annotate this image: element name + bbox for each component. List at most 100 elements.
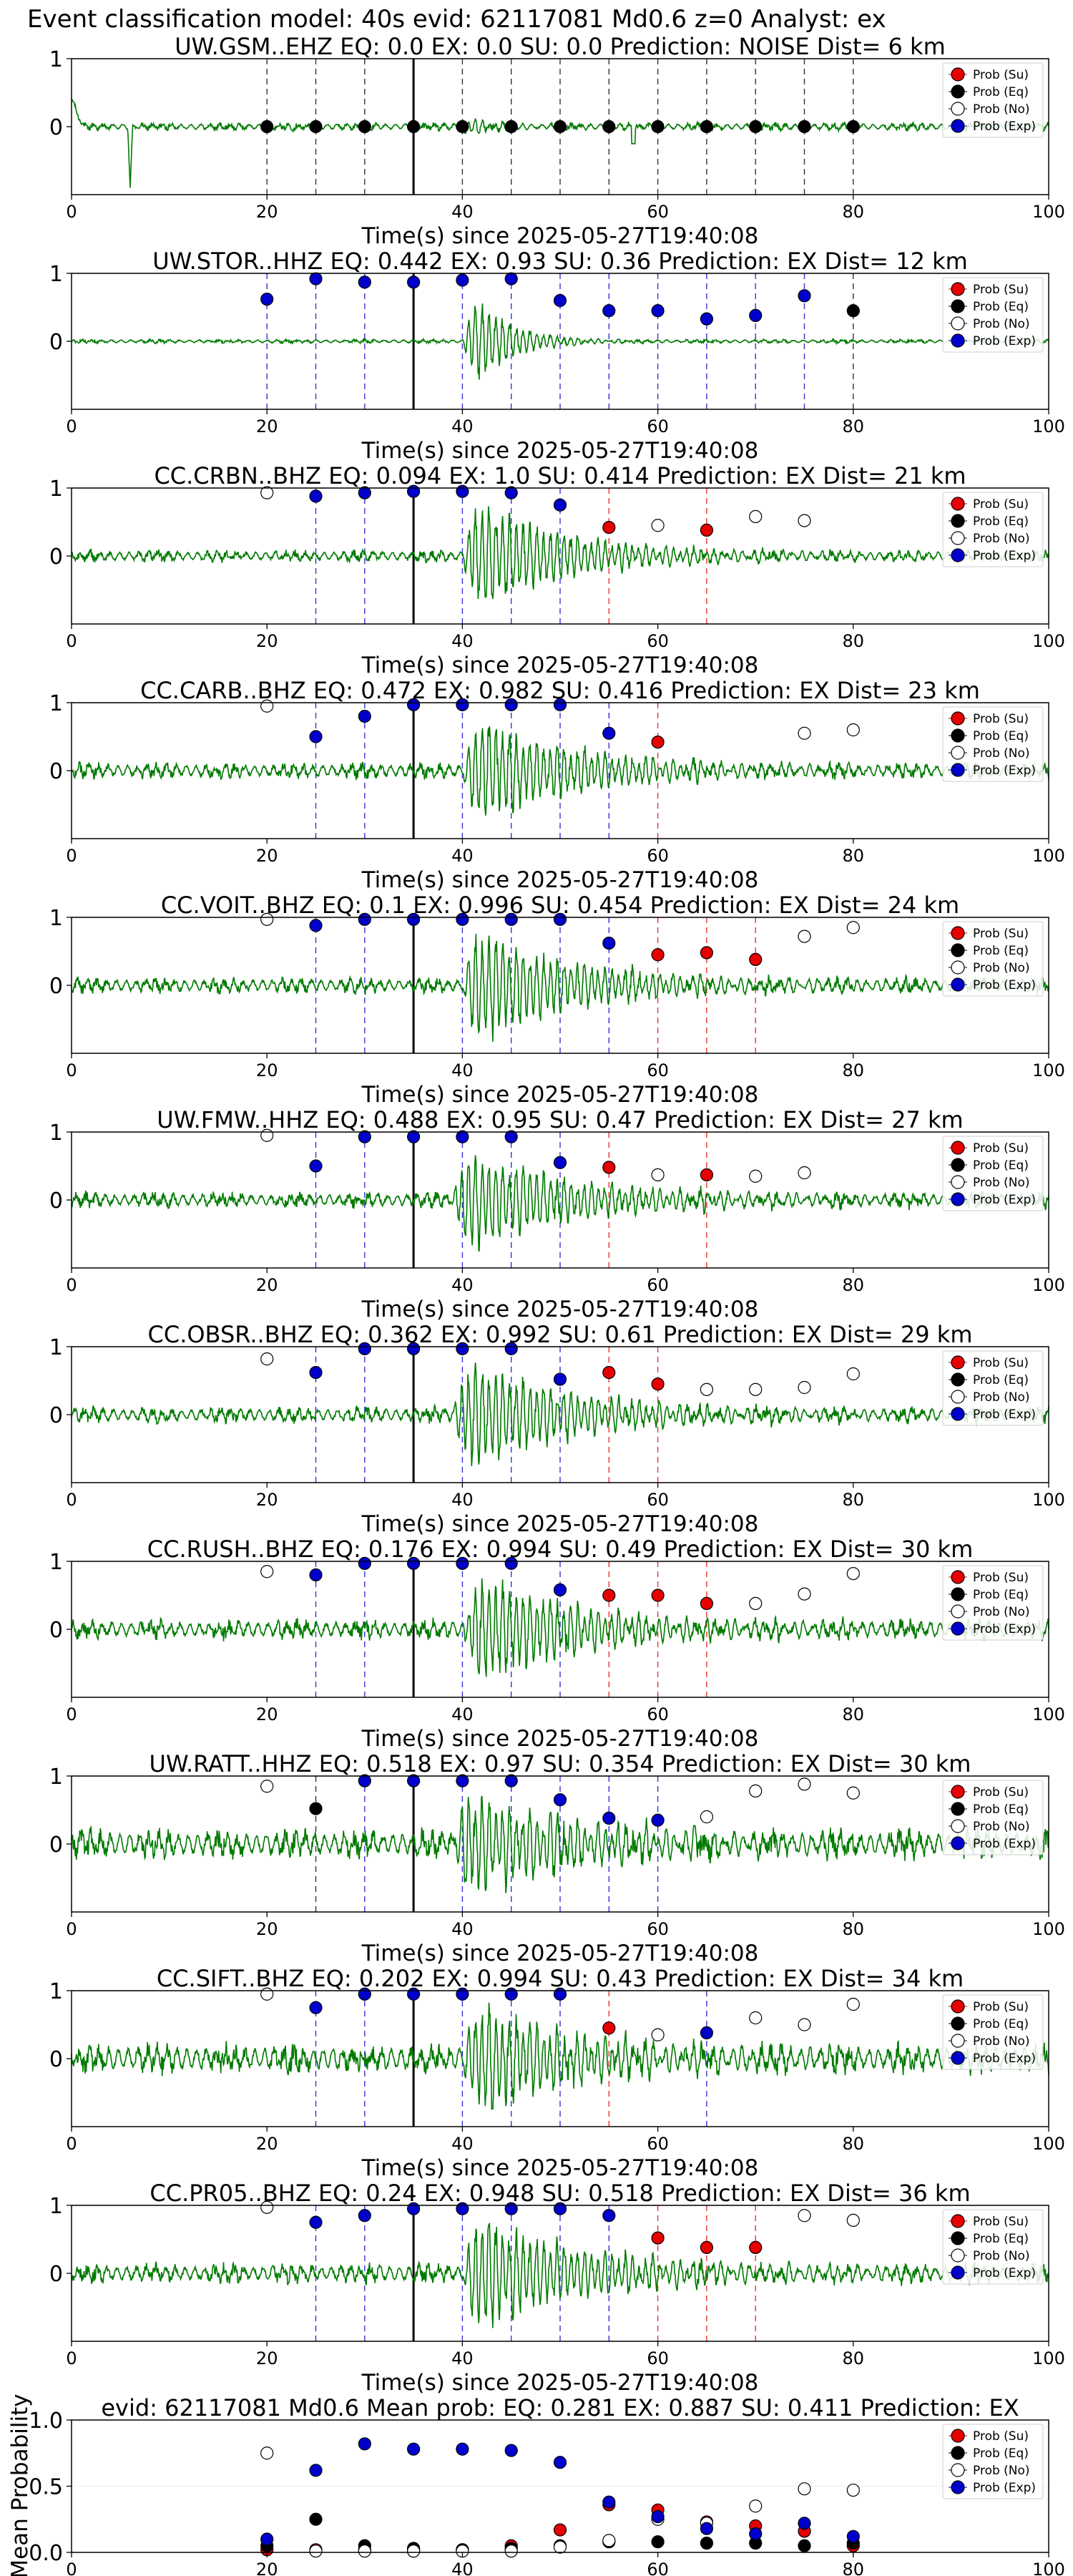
legend-label-no: Prob (No) [973,746,1030,761]
prob-point-eq [504,119,518,134]
legend-marker-exp [951,2480,965,2494]
x-tick-label: 0 [66,631,77,651]
y-tick-label: 1 [49,1550,63,1575]
prob-point-exp [553,1793,567,1807]
x-tick-label: 0 [66,1919,77,1939]
prob-point-exp [260,293,274,306]
prob-point-no [846,1997,860,2011]
prob-point-no [798,726,811,740]
trace-panel-4: CC.VOIT..BHZ EQ: 0.1 EX: 0.996 SU: 0.454… [49,892,1065,1108]
x-axis-label: Time(s) since 2025-05-27T19:40:08 [361,1082,759,1108]
panel-title: UW.RATT..HHZ EQ: 0.518 EX: 0.97 SU: 0.35… [150,1750,971,1777]
legend-box [942,1780,1044,1855]
x-tick-label: 20 [256,2134,278,2154]
x-tick-label: 40 [451,202,474,222]
y-tick-label: 0 [49,330,63,355]
x-tick-label: 40 [451,846,474,866]
y-tick-label: 0 [49,2262,63,2287]
legend-marker-no [951,2463,965,2477]
x-tick-label: 0 [66,1490,77,1510]
y-tick-label: 0 [49,545,63,570]
legend-marker-su [951,497,965,511]
prob-point-eq [846,119,860,134]
panel-title: CC.CRBN..BHZ EQ: 0.094 EX: 1.0 SU: 0.414… [154,462,966,489]
prob-point-exp [456,484,469,498]
legend-label-eq: Prob (Eq) [973,85,1029,99]
x-tick-label: 40 [451,416,474,436]
mean-point-no [358,2545,371,2558]
y-tick-label: 0 [49,759,63,784]
y-tick-label: 0 [49,1833,63,1858]
mean-point-no [749,2499,763,2513]
prob-point-eq [406,119,421,134]
y-tick-label: 0 [49,1618,63,1643]
prob-point-exp [406,275,421,289]
prob-point-exp [504,912,518,926]
trace-panel-0: UW.GSM..EHZ EQ: 0.0 EX: 0.0 SU: 0.0 Pred… [49,33,1065,249]
mean-point-eq [309,2512,323,2526]
prob-point-no [798,514,811,527]
prob-point-no [651,2028,665,2041]
prob-point-exp [406,484,421,498]
y-tick-label: 1 [49,1121,63,1146]
legend-marker-no [951,1604,965,1619]
prob-point-no [260,699,274,713]
legend-box [942,2209,1044,2285]
prob-point-su [700,1596,714,1610]
legend-marker-eq [951,2231,965,2245]
y-tick-label: 0 [49,115,63,140]
legend-marker-no [951,316,965,331]
prob-point-exp [358,2209,371,2223]
prob-point-no [260,1352,274,1366]
mean-point-exp [798,2517,811,2530]
x-tick-label: 40 [451,2560,474,2576]
x-tick-label: 80 [843,631,865,651]
legend-marker-su [951,67,965,82]
legend-label-eq: Prob (Eq) [973,2017,1029,2031]
x-tick-label: 40 [451,2134,474,2154]
legend-label-su: Prob (Su) [973,712,1029,726]
prob-point-exp [602,304,616,318]
prob-point-exp [309,919,323,932]
y-tick-label: 1 [49,691,63,716]
x-tick-label: 100 [1032,1919,1065,1939]
legend-label-su: Prob (Su) [973,2000,1029,2014]
prob-point-eq [602,119,616,134]
legend-box [942,1994,1044,2070]
x-tick-label: 80 [843,1490,865,1510]
mean-point-exp [602,2495,616,2509]
legend-marker-no [951,2034,965,2048]
x-tick-label: 0 [66,416,77,436]
waveform-trace [71,2223,1049,2328]
x-tick-label: 0 [66,2134,77,2154]
mean-point-no [309,2545,323,2558]
prob-point-exp [406,912,421,926]
x-tick-label: 0 [66,846,77,866]
prob-point-no [260,1565,274,1579]
prob-point-no [260,2200,274,2214]
prob-point-exp [602,1811,616,1825]
legend-label-no: Prob (No) [973,317,1030,331]
legend-box [942,492,1044,567]
x-axis-label: Time(s) since 2025-05-27T19:40:08 [361,1941,759,1966]
x-tick-label: 80 [843,1919,865,1939]
prob-point-exp [406,1774,421,1787]
y-tick-label: 0 [49,1403,63,1428]
legend-marker-exp [951,1407,965,1421]
x-axis-label: Time(s) since 2025-05-27T19:40:08 [361,653,759,678]
x-tick-label: 20 [256,2560,278,2576]
prob-point-exp [456,1556,469,1570]
x-tick-label: 0 [66,2348,77,2368]
mean-point-no [798,2482,811,2496]
prob-point-exp [553,698,567,711]
mean-point-exp [406,2442,421,2456]
legend-marker-no [951,531,965,545]
mean-point-eq [700,2536,714,2550]
legend-box [942,277,1044,353]
prob-point-eq [749,119,763,134]
legend-marker-su [951,1785,965,1799]
prob-point-exp [553,1372,567,1386]
prob-point-exp [504,1342,518,1355]
legend-marker-no [951,1175,965,1189]
legend-marker-no [951,1390,965,1404]
